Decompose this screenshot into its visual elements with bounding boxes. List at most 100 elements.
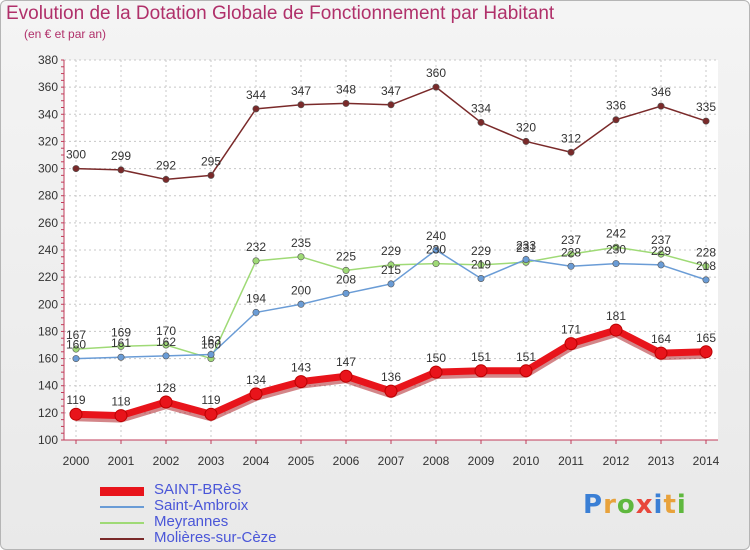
data-point	[72, 165, 80, 173]
data-label: 228	[696, 245, 716, 259]
data-label: 200	[291, 283, 311, 297]
data-point	[297, 101, 305, 109]
y-tick-label: 380	[38, 53, 58, 67]
data-point	[654, 346, 668, 360]
data-label: 347	[291, 84, 311, 98]
x-tick-label: 2007	[378, 454, 405, 468]
data-point	[567, 148, 575, 156]
logo-letter: r	[603, 490, 617, 520]
data-label: 194	[246, 291, 266, 305]
data-point	[342, 99, 350, 107]
x-tick-label: 2013	[648, 454, 675, 468]
data-label: 346	[651, 85, 671, 99]
data-point	[387, 261, 395, 269]
data-point	[162, 341, 170, 349]
legend-swatch	[100, 538, 144, 540]
data-label: 165	[696, 331, 716, 345]
data-label: 118	[111, 395, 130, 409]
x-tick-label: 2003	[198, 454, 225, 468]
data-point	[249, 387, 263, 401]
x-tick-label: 2012	[603, 454, 630, 468]
data-label: 151	[471, 350, 491, 364]
data-point	[204, 407, 218, 421]
logo-letter: i	[653, 490, 664, 520]
data-point	[612, 116, 620, 124]
data-point	[252, 308, 260, 316]
logo-letter: t	[663, 490, 677, 520]
data-label: 242	[606, 226, 626, 240]
data-label: 162	[156, 335, 176, 349]
x-tick-label: 2004	[243, 454, 270, 468]
data-point	[342, 289, 350, 297]
data-point	[339, 369, 353, 383]
data-label: 237	[561, 233, 581, 247]
data-point	[429, 365, 443, 379]
y-tick-label: 100	[38, 433, 58, 447]
data-label: 160	[66, 338, 86, 352]
legend-swatch	[100, 522, 144, 524]
y-tick-label: 320	[38, 134, 58, 148]
data-point	[72, 345, 80, 353]
data-point	[657, 102, 665, 110]
data-point	[342, 266, 350, 274]
data-point	[162, 352, 170, 360]
data-point	[522, 255, 530, 263]
data-point	[474, 364, 488, 378]
data-label: 150	[426, 351, 446, 365]
data-point	[384, 384, 398, 398]
data-point	[699, 345, 713, 359]
legend-label: Saint-Ambroix	[154, 497, 249, 514]
data-point	[609, 323, 623, 337]
data-point	[117, 166, 125, 174]
x-tick-label: 2005	[288, 454, 315, 468]
x-tick-label: 2010	[513, 454, 540, 468]
data-label: 208	[336, 272, 356, 286]
x-tick-label: 2000	[63, 454, 90, 468]
legend-swatch	[100, 486, 144, 496]
data-label: 143	[291, 361, 311, 375]
data-point	[252, 105, 260, 113]
data-point	[702, 117, 710, 125]
data-label: 181	[606, 309, 626, 323]
data-label: 225	[336, 249, 356, 263]
y-tick-label: 300	[38, 162, 58, 176]
legend-label: SAINT-BRèS	[154, 481, 242, 498]
data-label: 163	[201, 334, 221, 348]
data-point	[432, 260, 440, 268]
chart-title: Evolution de la Dotation Globale de Fonc…	[6, 3, 555, 24]
x-tick-label: 2014	[693, 454, 720, 468]
data-point	[294, 375, 308, 389]
data-label: 164	[651, 332, 671, 346]
legend-swatch	[100, 506, 144, 508]
data-point	[567, 250, 575, 258]
data-point	[432, 246, 440, 254]
y-tick-label: 180	[38, 324, 58, 338]
data-point	[162, 175, 170, 183]
data-label: 232	[246, 240, 266, 254]
data-label: 320	[516, 120, 536, 134]
data-point	[702, 262, 710, 270]
data-label: 134	[246, 373, 266, 387]
data-point	[69, 407, 83, 421]
data-label: 161	[111, 336, 131, 350]
data-label: 360	[426, 66, 446, 80]
data-label: 299	[111, 149, 131, 163]
data-label: 230	[426, 243, 446, 257]
data-label: 136	[381, 370, 401, 384]
data-point	[252, 257, 260, 265]
data-label: 160	[201, 338, 221, 352]
data-label: 235	[291, 236, 311, 250]
y-tick-label: 220	[38, 270, 58, 284]
data-label: 312	[561, 131, 581, 145]
data-point	[657, 261, 665, 269]
logo-letter: x	[635, 490, 654, 520]
data-label: 215	[381, 263, 401, 277]
data-point	[114, 409, 128, 423]
x-tick-label: 2009	[468, 454, 495, 468]
data-label: 300	[66, 148, 86, 162]
x-tick-label: 2001	[108, 454, 135, 468]
data-point	[477, 118, 485, 126]
data-label: 233	[516, 239, 536, 253]
x-tick-label: 2008	[423, 454, 450, 468]
